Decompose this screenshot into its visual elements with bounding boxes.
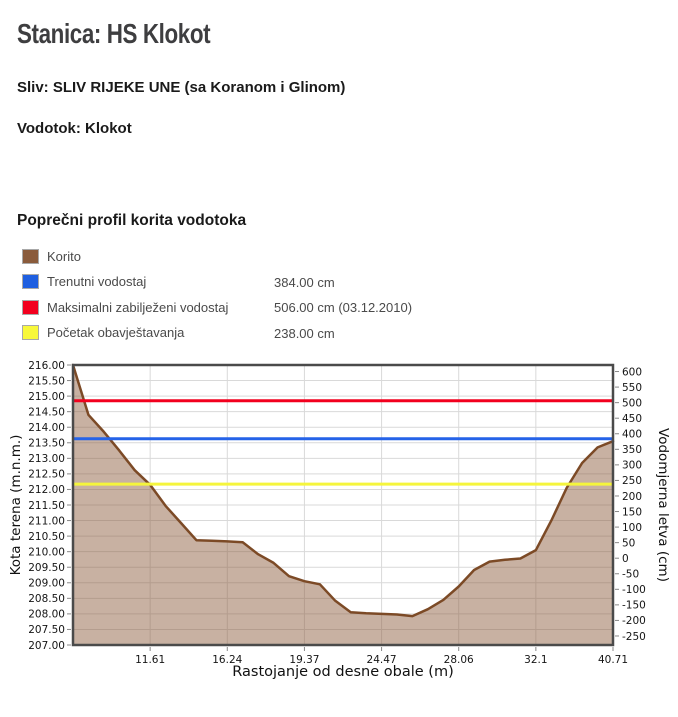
legend-item: Početak obavještavanja 238.00 cm bbox=[22, 325, 642, 341]
right-tick-label: -100 bbox=[622, 584, 646, 596]
left-tick-label: 210.50 bbox=[28, 531, 65, 543]
left-tick-label: 214.00 bbox=[28, 422, 65, 434]
left-tick-label: 213.00 bbox=[28, 453, 65, 465]
section-heading: Poprečni profil korita vodotoka bbox=[17, 212, 247, 229]
basin-line: Sliv: SLIV RIJEKE UNE (sa Koranom i Glin… bbox=[17, 79, 346, 96]
legend-value: 384.00 cm bbox=[274, 274, 335, 290]
left-tick-label: 207.00 bbox=[28, 640, 65, 652]
right-tick-label: 100 bbox=[622, 522, 642, 534]
right-tick-label: 550 bbox=[622, 382, 642, 394]
left-tick-label: 209.50 bbox=[28, 562, 65, 574]
legend-item: Maksimalni zabilježeni vodostaj 506.00 c… bbox=[22, 299, 642, 315]
legend-value: 506.00 cm (03.12.2010) bbox=[274, 300, 413, 315]
left-tick-label: 211.00 bbox=[28, 515, 65, 527]
legend-swatch-maksimalni-vodostaj bbox=[22, 299, 39, 315]
left-tick-label: 215.50 bbox=[28, 375, 65, 387]
left-tick-label: 214.50 bbox=[28, 406, 65, 418]
right-tick-label: 350 bbox=[622, 444, 642, 456]
left-tick-label: 210.00 bbox=[28, 546, 65, 558]
profile-area bbox=[73, 365, 613, 645]
legend-item: Trenutni vodostaj 384.00 cm bbox=[22, 274, 642, 290]
right-axis-title: Vodomjerna letva (cm) bbox=[655, 428, 671, 582]
legend-label: Maksimalni zabilježeni vodostaj bbox=[47, 299, 229, 315]
left-tick-label: 208.50 bbox=[28, 593, 65, 605]
left-tick-label: 212.50 bbox=[28, 469, 65, 481]
right-tick-label: 50 bbox=[622, 537, 635, 549]
plot-border bbox=[71, 363, 615, 647]
right-tick-label: -250 bbox=[622, 631, 646, 643]
x-tick-label: 28.06 bbox=[444, 654, 474, 666]
profile-line bbox=[71, 363, 615, 618]
page-title: Stanica: HS Klokot bbox=[17, 18, 211, 49]
legend-swatch-pocetak-obavjestavanja bbox=[22, 325, 39, 340]
right-tick-label: 300 bbox=[622, 460, 642, 472]
x-tick-label: 32.1 bbox=[524, 654, 547, 666]
left-tick-label: 215.00 bbox=[28, 391, 65, 403]
right-tick-label: 450 bbox=[622, 413, 642, 425]
x-tick-label: 16.24 bbox=[212, 654, 242, 666]
x-tick-label: 24.47 bbox=[367, 654, 397, 666]
legend-label: Korito bbox=[47, 248, 81, 264]
x-axis-title: Rastojanje od desne obale (m) bbox=[232, 664, 453, 680]
right-tick-label: -50 bbox=[622, 569, 639, 581]
left-tick-label: 212.00 bbox=[28, 484, 65, 496]
right-tick-label: 500 bbox=[622, 397, 642, 409]
left-tick-label: 211.50 bbox=[28, 500, 65, 512]
right-tick-label: -200 bbox=[622, 615, 646, 627]
left-tick-label: 216.00 bbox=[28, 360, 65, 372]
right-tick-label: 0 bbox=[622, 553, 629, 565]
cross-section-chart: 216.00 215.50 215.00 214.50 214.00 213.50 213.… bbox=[8, 360, 671, 680]
x-tick-label: 11.61 bbox=[135, 654, 165, 666]
watercourse-line: Vodotok: Klokot bbox=[17, 120, 132, 137]
right-tick-label: 200 bbox=[622, 491, 642, 503]
legend-swatch-korito bbox=[22, 248, 39, 264]
right-tick-label: 250 bbox=[622, 475, 642, 487]
legend-swatch-trenutni-vodostaj bbox=[22, 274, 39, 289]
right-tick-label: 150 bbox=[622, 506, 642, 518]
left-tick-label: 213.50 bbox=[28, 438, 65, 450]
legend-value: 238.00 cm bbox=[274, 325, 335, 341]
x-tick-label: 40.71 bbox=[598, 654, 628, 666]
left-tick-label: 209.00 bbox=[28, 578, 65, 590]
left-tick-label: 208.00 bbox=[28, 609, 65, 621]
left-axis-title: Kota terena (m.n.m.) bbox=[8, 435, 24, 576]
left-tick-label: 207.50 bbox=[28, 624, 65, 636]
legend-item: Korito bbox=[22, 248, 642, 264]
x-tick-label: 19.37 bbox=[289, 654, 319, 666]
legend: Korito Trenutni vodostaj 384.00 cm Maksi… bbox=[22, 248, 642, 351]
right-tick-label: 400 bbox=[622, 429, 642, 441]
right-tick-label: 600 bbox=[622, 366, 642, 378]
legend-label: Početak obavještavanja bbox=[47, 325, 185, 340]
legend-label: Trenutni vodostaj bbox=[47, 274, 147, 289]
right-tick-label: -150 bbox=[622, 600, 646, 612]
